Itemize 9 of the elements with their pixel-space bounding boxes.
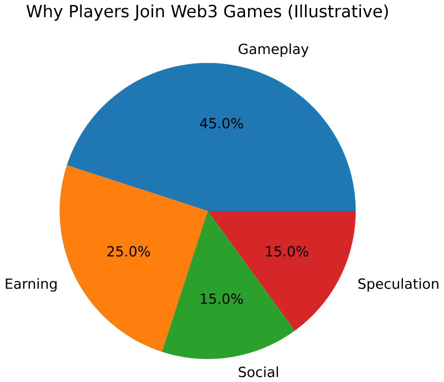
data-label: 15.0%	[200, 294, 243, 304]
slice-label: Speculation	[358, 278, 438, 292]
data-label: 25.0%	[107, 246, 150, 257]
slice-label: Gameplay	[238, 44, 309, 58]
data-label: 15.0%	[266, 246, 308, 257]
slice-label: Social	[238, 366, 278, 378]
slice-label: Earning	[6, 278, 57, 292]
chart-title: Why Players Join Web3 Games (Illustrative)	[26, 4, 388, 21]
data-label: 45.0%	[200, 118, 243, 129]
